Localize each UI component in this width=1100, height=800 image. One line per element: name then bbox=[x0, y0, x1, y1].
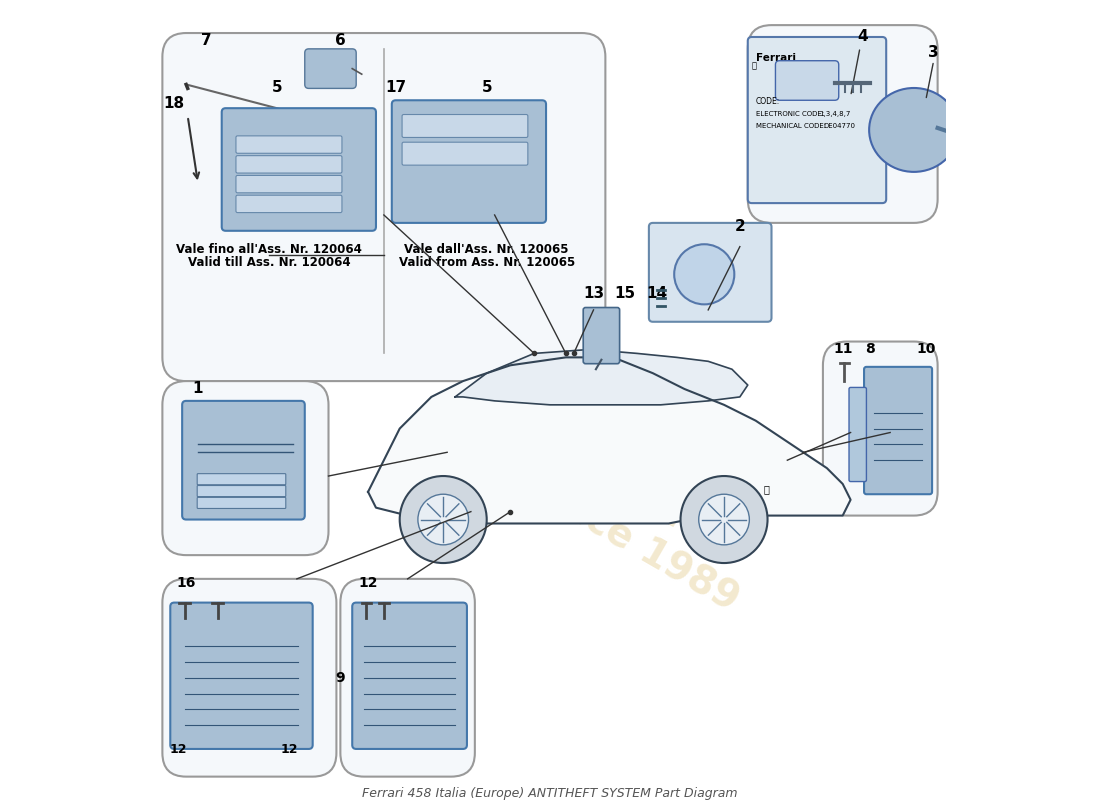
FancyBboxPatch shape bbox=[197, 474, 286, 485]
FancyBboxPatch shape bbox=[748, 37, 887, 203]
Circle shape bbox=[698, 494, 749, 545]
Text: 🐴: 🐴 bbox=[763, 484, 770, 494]
Polygon shape bbox=[368, 358, 850, 523]
Text: Ferrari 458 Italia (Europe) ANTITHEFT SYSTEM Part Diagram: Ferrari 458 Italia (Europe) ANTITHEFT SY… bbox=[362, 787, 738, 800]
FancyBboxPatch shape bbox=[849, 387, 867, 482]
FancyBboxPatch shape bbox=[222, 108, 376, 230]
Text: 14: 14 bbox=[646, 286, 668, 301]
Text: 18: 18 bbox=[164, 96, 185, 111]
FancyBboxPatch shape bbox=[197, 498, 286, 509]
Text: 11: 11 bbox=[833, 342, 853, 357]
Circle shape bbox=[418, 494, 469, 545]
Circle shape bbox=[681, 476, 768, 563]
Text: CODE:: CODE: bbox=[756, 98, 780, 106]
Text: DE04770: DE04770 bbox=[823, 123, 855, 129]
Text: a passion for
parts since 1989: a passion for parts since 1989 bbox=[411, 366, 768, 618]
FancyBboxPatch shape bbox=[823, 342, 937, 515]
FancyBboxPatch shape bbox=[235, 156, 342, 173]
Text: 12: 12 bbox=[359, 576, 377, 590]
FancyBboxPatch shape bbox=[865, 367, 932, 494]
FancyBboxPatch shape bbox=[305, 49, 356, 89]
FancyBboxPatch shape bbox=[163, 33, 605, 381]
FancyBboxPatch shape bbox=[340, 579, 475, 777]
Text: 8: 8 bbox=[866, 342, 876, 357]
FancyBboxPatch shape bbox=[392, 100, 546, 223]
FancyBboxPatch shape bbox=[170, 602, 312, 749]
Text: 7: 7 bbox=[200, 33, 211, 48]
Text: 16: 16 bbox=[176, 576, 196, 590]
Polygon shape bbox=[455, 350, 748, 405]
Text: 12: 12 bbox=[280, 743, 298, 756]
FancyBboxPatch shape bbox=[235, 175, 342, 193]
FancyBboxPatch shape bbox=[235, 136, 342, 154]
Circle shape bbox=[399, 476, 486, 563]
Text: 13: 13 bbox=[583, 286, 604, 301]
Text: 5: 5 bbox=[272, 80, 283, 95]
Text: 3: 3 bbox=[928, 45, 939, 60]
Text: 2: 2 bbox=[735, 218, 745, 234]
FancyBboxPatch shape bbox=[776, 61, 838, 100]
FancyBboxPatch shape bbox=[583, 307, 619, 364]
Text: Vale fino all'Ass. Nr. 120064: Vale fino all'Ass. Nr. 120064 bbox=[176, 243, 362, 256]
Text: 17: 17 bbox=[385, 80, 406, 95]
Text: 15: 15 bbox=[615, 286, 636, 301]
Text: Vale dall'Ass. Nr. 120065: Vale dall'Ass. Nr. 120065 bbox=[405, 243, 569, 256]
Text: 9: 9 bbox=[336, 670, 345, 685]
Text: 🐴: 🐴 bbox=[751, 62, 757, 70]
Text: 6: 6 bbox=[336, 33, 345, 48]
Text: Valid from Ass. Nr. 120065: Valid from Ass. Nr. 120065 bbox=[398, 256, 575, 270]
FancyBboxPatch shape bbox=[235, 195, 342, 213]
FancyBboxPatch shape bbox=[748, 25, 937, 223]
Text: 4: 4 bbox=[857, 29, 868, 44]
Text: Ferrari: Ferrari bbox=[756, 53, 795, 62]
Text: 1,3,4,8,7: 1,3,4,8,7 bbox=[820, 111, 850, 117]
Text: 1: 1 bbox=[192, 381, 204, 396]
Text: Valid till Ass. Nr. 120064: Valid till Ass. Nr. 120064 bbox=[188, 256, 351, 270]
Text: 10: 10 bbox=[916, 342, 935, 357]
Text: MECHANICAL CODE:: MECHANICAL CODE: bbox=[756, 123, 826, 129]
Text: ELECTRONIC CODE:: ELECTRONIC CODE: bbox=[756, 111, 824, 117]
FancyBboxPatch shape bbox=[403, 142, 528, 165]
FancyBboxPatch shape bbox=[869, 88, 958, 172]
Text: 5: 5 bbox=[482, 80, 492, 95]
FancyBboxPatch shape bbox=[163, 381, 329, 555]
FancyBboxPatch shape bbox=[649, 223, 771, 322]
FancyBboxPatch shape bbox=[352, 602, 466, 749]
Circle shape bbox=[674, 244, 735, 304]
FancyBboxPatch shape bbox=[163, 579, 337, 777]
Text: 12: 12 bbox=[169, 743, 187, 756]
FancyBboxPatch shape bbox=[403, 114, 528, 138]
FancyBboxPatch shape bbox=[183, 401, 305, 519]
FancyBboxPatch shape bbox=[197, 486, 286, 497]
